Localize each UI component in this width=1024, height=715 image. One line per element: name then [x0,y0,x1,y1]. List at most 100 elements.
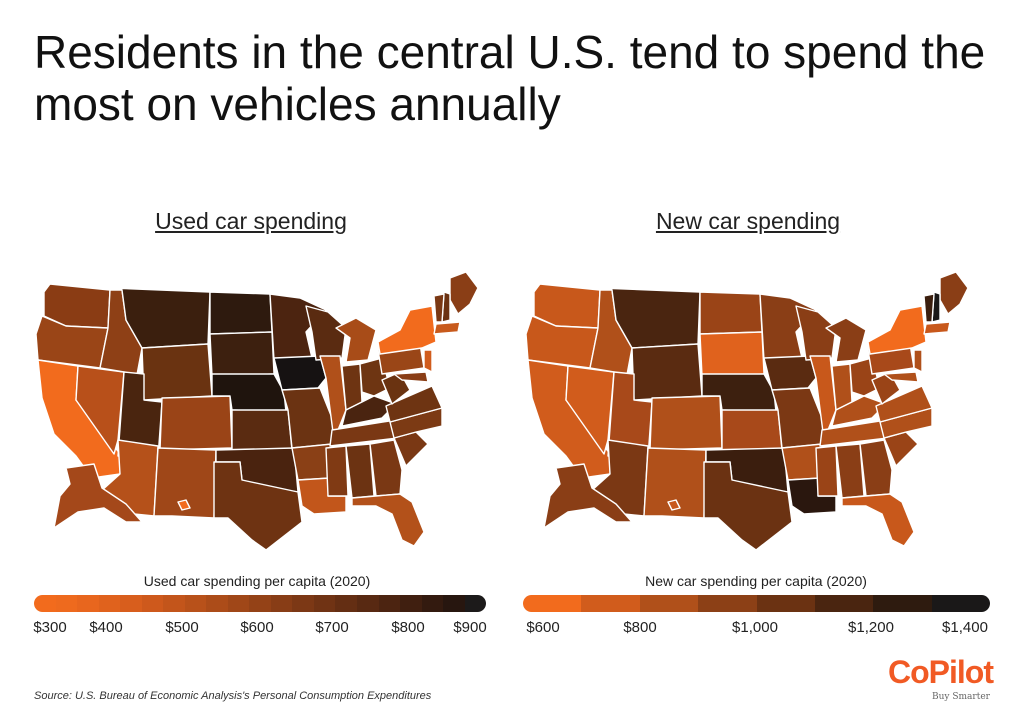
state-tx [703,461,793,550]
state-wy [631,343,703,401]
state-nd [209,291,273,335]
legend-swatch [249,595,271,612]
legend-swatch [639,595,699,612]
state-ga [859,439,893,497]
state-sd [699,331,765,377]
legend-swatch [814,595,874,612]
state-sd [209,331,275,377]
state-ny [377,305,437,355]
state-md [883,371,919,383]
legend-swatch [292,595,314,612]
state-wi [795,305,837,361]
page-title: Residents in the central U.S. tend to sp… [34,26,986,130]
legend-swatch [98,595,121,612]
legend-swatch [270,595,293,612]
state-al [345,443,375,499]
new-tick: $1,000 [732,619,778,636]
state-nj [423,349,433,373]
legend-swatch [421,595,444,612]
state-ak [53,463,143,529]
new-legend-title: New car spending per capita (2020) [645,573,867,589]
legend-swatch [698,595,757,612]
state-co [159,395,233,451]
state-vt [433,293,445,323]
legend-swatch [34,595,56,612]
state-mi [825,317,867,363]
state-tx [213,461,303,550]
legend-swatch [77,595,99,612]
state-ms [815,445,839,497]
state-ms [325,445,349,497]
new-tick: $800 [623,619,657,636]
legend-swatch [931,595,990,612]
legend-swatch [55,595,78,612]
used-car-map [35,271,479,550]
new-map-title: New car spending [655,208,841,234]
state-wy [141,343,213,401]
state-ny [867,305,927,355]
legend-swatch [120,595,142,612]
state-nm [643,447,707,519]
source-note: Source: U.S. Bureau of Economic Analysis… [34,690,432,702]
state-ak [543,463,633,529]
new-tick: $1,400 [942,619,988,636]
legend-swatch [378,595,401,612]
used-tick: $500 [165,619,199,636]
new-legend-bar [523,595,990,612]
state-nj [913,349,923,373]
legend-swatch [443,595,465,612]
logo-tagline: Buy Smarter [932,692,990,702]
new-tick: $600 [526,619,560,636]
state-il [319,355,347,441]
state-al [835,443,865,499]
used-tick: $400 [89,619,123,636]
state-fl [841,493,915,547]
state-va [385,385,443,423]
state-vt [923,293,935,323]
legend-swatch [227,595,250,612]
used-tick: $600 [240,619,274,636]
state-ia [273,355,327,391]
state-ma [433,321,461,335]
state-il [809,355,837,441]
used-tick: $300 [33,619,67,636]
state-hi [667,499,681,511]
legend-swatch [141,595,164,612]
state-ks [721,409,783,451]
legend-swatch [163,595,185,612]
state-ma [923,321,951,335]
legend-swatch [756,595,815,612]
used-map-title: Used car spending [155,208,347,234]
legend-swatch [873,595,932,612]
state-ga [369,439,403,497]
used-tick: $900 [453,619,487,636]
used-tick: $800 [391,619,425,636]
new-tick: $1,200 [848,619,894,636]
state-ks [231,409,293,451]
state-co [649,395,723,451]
legend-swatch [313,595,336,612]
copilot-logo[interactable]: CoPilot Buy Smarter [888,654,1018,702]
used-legend-bar [34,595,486,612]
state-hi [177,499,191,511]
legend-swatch [581,595,640,612]
state-va [875,385,933,423]
state-nd [699,291,763,335]
new-car-map [525,271,969,550]
state-ia [763,355,817,391]
state-me [449,271,479,315]
legend-swatch [356,595,379,612]
used-tick: $700 [315,619,349,636]
logo-wordmark: CoPilot [888,654,994,690]
state-md [393,371,429,383]
state-nm [153,447,217,519]
legend-swatch [400,595,422,612]
state-me [939,271,969,315]
legend-swatch [335,595,357,612]
legend-swatch [523,595,582,612]
state-mi [335,317,377,363]
used-legend-title: Used car spending per capita (2020) [143,573,371,589]
legend-swatch [464,595,486,612]
legend-swatch [184,595,207,612]
state-wi [305,305,347,361]
